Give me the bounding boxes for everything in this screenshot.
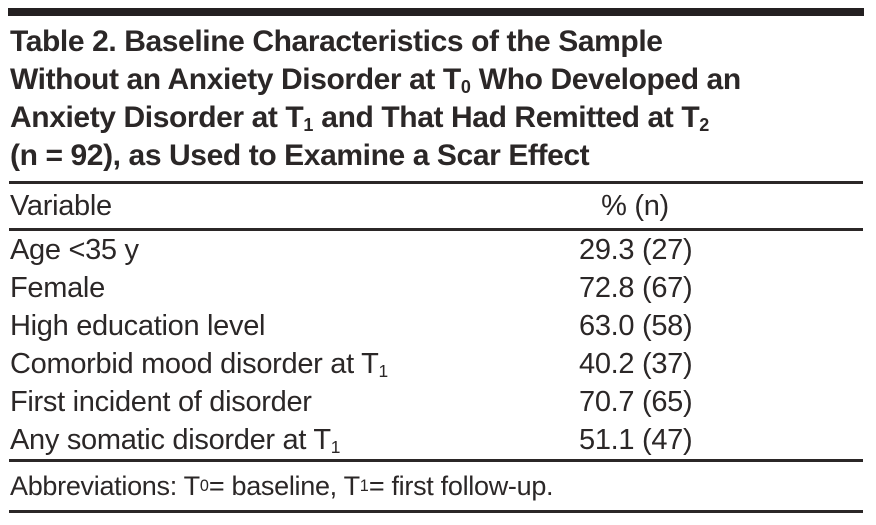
table-row: First incident of disorder 70.7 (65) — [10, 383, 864, 421]
rule-bottom — [9, 510, 863, 513]
table-row: Comorbid mood disorder at T1 40.2 (37) — [10, 345, 864, 383]
row-variable: High education level — [10, 309, 266, 342]
row-value: 40.2 (37) — [579, 347, 693, 380]
table-top-bar — [8, 8, 864, 16]
table-row: Female 72.8 (67) — [10, 269, 864, 307]
row-value: 70.7 (65) — [579, 385, 693, 418]
row-value: 29.3 (27) — [579, 233, 693, 266]
row-value: 63.0 (58) — [579, 309, 693, 342]
column-header-variable: Variable — [10, 189, 112, 222]
table-row: High education level 63.0 (58) — [10, 307, 864, 345]
rule-below-header — [9, 228, 863, 231]
column-header-value-cell: % (n) — [579, 190, 864, 223]
row-value: 51.1 (47) — [579, 423, 693, 456]
row-variable: Comorbid mood disorder at T1 — [10, 347, 389, 381]
table-title-line-2: Without an Anxiety Disorder at T0 Who De… — [10, 63, 741, 97]
table-row: Any somatic disorder at T1 51.1 (47) — [10, 421, 864, 459]
paper-table-figure: Table 2. Baseline Characteristics of the… — [0, 8, 876, 525]
row-variable: Age <35 y — [10, 233, 139, 266]
row-variable: Any somatic disorder at T1 — [10, 423, 341, 457]
table-title: Table 2. Baseline Characteristics of the… — [10, 23, 870, 175]
table-title-line-4: (n = 92), as Used to Examine a Scar Effe… — [10, 139, 590, 172]
row-value: 72.8 (67) — [579, 271, 693, 304]
table-header-row: Variable % (n) — [10, 184, 864, 228]
rule-above-footnote — [9, 459, 863, 462]
table-title-line-1: Table 2. Baseline Characteristics of the… — [10, 25, 663, 58]
row-variable: Female — [10, 271, 105, 304]
rule-above-header — [9, 181, 863, 184]
column-header-value: % (n) — [601, 189, 669, 222]
table-body: Age <35 y 29.3 (27) Female 72.8 (67) Hig… — [0, 231, 876, 459]
row-variable: First incident of disorder — [10, 385, 312, 418]
table-row: Age <35 y 29.3 (27) — [10, 231, 864, 269]
table-title-line-3: Anxiety Disorder at T1 and That Had Remi… — [10, 101, 710, 135]
